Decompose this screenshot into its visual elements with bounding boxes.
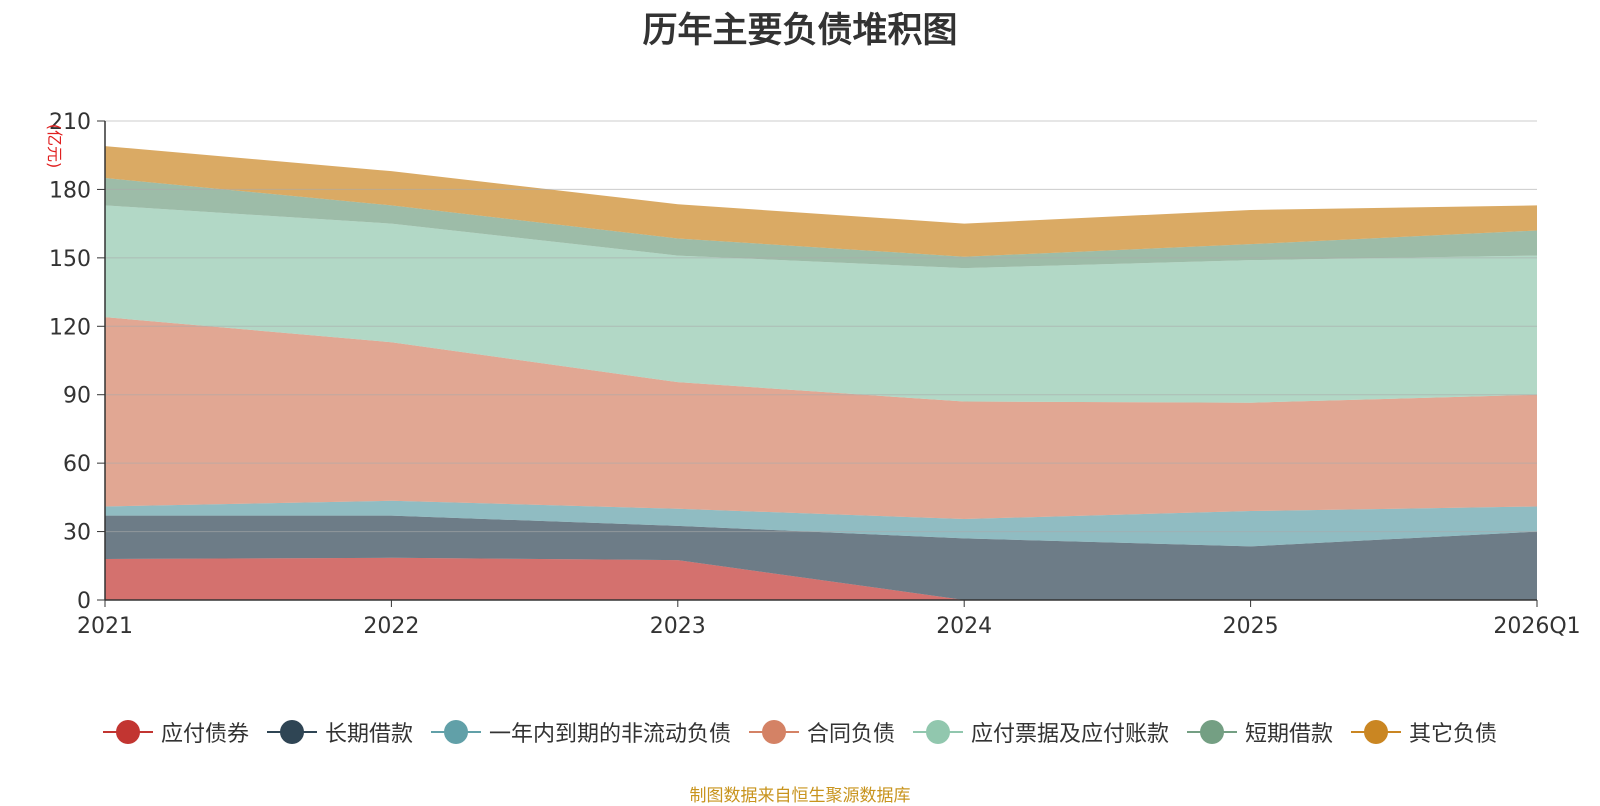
legend-item[interactable]: 应付票据及应付账款: [913, 716, 1169, 748]
area-series-6: [105, 146, 1537, 257]
legend-label: 一年内到期的非流动负债: [488, 722, 731, 747]
y-axis-unit-label: (亿元): [45, 124, 64, 169]
x-tick-label: 2024: [936, 614, 992, 639]
y-tick-label: 0: [77, 589, 91, 614]
y-tick-label: 30: [63, 521, 91, 546]
legend-label: 应付票据及应付账款: [971, 722, 1170, 747]
x-tick-label: 2021: [77, 614, 133, 639]
legend-item[interactable]: 一年内到期的非流动负债: [430, 716, 731, 748]
legend-marker-icon: [1351, 720, 1402, 744]
y-tick-label: 120: [49, 315, 91, 340]
x-tick-label: 2022: [363, 614, 419, 639]
legend-marker-icon: [266, 720, 317, 744]
legend-marker-icon: [1187, 720, 1238, 744]
area-series-5: [105, 178, 1537, 269]
legend-item[interactable]: 其它负债: [1351, 716, 1497, 748]
y-tick-label: 180: [49, 178, 91, 203]
legend-item[interactable]: 合同负债: [748, 716, 895, 748]
legend-marker-icon: [102, 720, 153, 744]
legend-marker-icon: [913, 720, 963, 744]
chart-title: 历年主要负债堆积图: [642, 11, 958, 51]
y-tick-label: 150: [49, 247, 91, 272]
x-tick-label: 2026Q1: [1493, 614, 1580, 639]
legend-item[interactable]: 应付债券: [102, 716, 249, 748]
y-tick-label: 90: [63, 384, 91, 409]
grid-lines: [97, 120, 1537, 601]
y-tick-label: 60: [63, 452, 91, 477]
legend-label: 其它负债: [1409, 722, 1498, 747]
area-series-1: [105, 515, 1537, 600]
y-tick-label: 210: [49, 110, 91, 135]
area-series-2: [105, 500, 1537, 547]
legend-marker-icon: [748, 720, 799, 744]
legend-item[interactable]: 短期借款: [1187, 716, 1333, 748]
legend-item[interactable]: 长期借款: [266, 716, 413, 748]
series-areas: [105, 146, 1537, 600]
legend-label: 应付债券: [160, 722, 249, 747]
x-tick-label: 2023: [650, 614, 706, 639]
area-series-0: [105, 557, 1537, 600]
area-series-4: [105, 205, 1537, 403]
area-series-3: [105, 317, 1537, 520]
x-tick-label: 2025: [1223, 614, 1279, 639]
legend-label: 合同负债: [806, 722, 895, 747]
legend-marker-icon: [430, 720, 481, 744]
legend-label: 长期借款: [324, 722, 413, 747]
chart-legend: 应付债券 长期借款 一年内到期的非流动负债 合同负债 应付票据及应付账款 短期借款 其它负债: [0, 716, 1600, 748]
legend-label: 短期借款: [1245, 722, 1334, 747]
source-note: 制图数据来自恒生聚源数据库: [689, 786, 911, 806]
